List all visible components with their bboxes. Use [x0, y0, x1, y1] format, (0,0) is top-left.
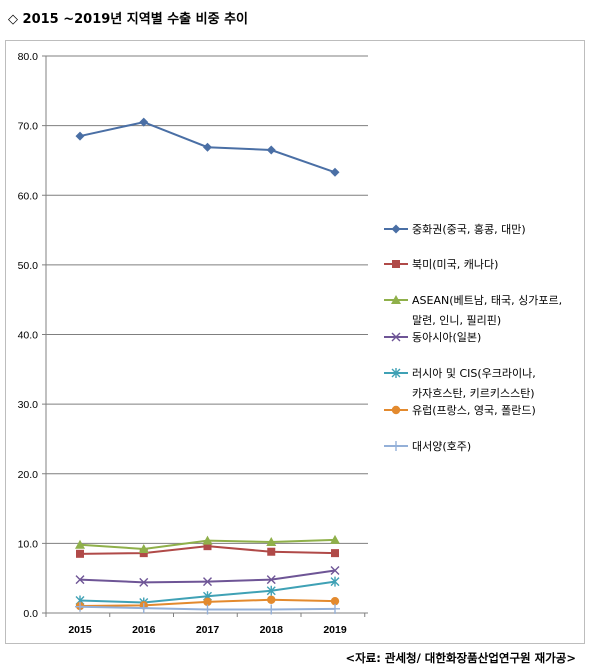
data-point	[203, 542, 212, 551]
x-tick-label: 2016	[132, 624, 156, 636]
data-point	[330, 596, 340, 606]
legend-marker	[391, 332, 401, 342]
legend-label: 대서양(호주)	[412, 440, 471, 453]
data-point	[331, 549, 339, 558]
legend-marker	[391, 441, 401, 451]
series-0	[75, 117, 340, 177]
legend-item: 유럽(프랑스, 영국, 폴란드)	[384, 403, 536, 417]
legend-label: 유럽(프랑스, 영국, 폴란드)	[412, 403, 536, 417]
series-1	[76, 542, 339, 558]
data-point	[266, 575, 276, 585]
series-6	[75, 601, 340, 615]
y-tick-label: 40.0	[18, 330, 39, 342]
legend-label: ASEAN(베트남, 태국, 싱가포르,	[412, 294, 562, 307]
x-tick-label: 2019	[323, 624, 347, 636]
legend-item: 북미(미국, 캐나다)	[384, 258, 498, 271]
data-point	[203, 597, 212, 607]
y-tick-label: 0.0	[23, 608, 38, 620]
data-point	[139, 117, 149, 127]
legend-marker	[392, 260, 400, 268]
data-point	[330, 167, 340, 177]
series-5	[75, 595, 340, 611]
data-point	[75, 131, 85, 141]
data-point	[75, 575, 85, 585]
y-tick-label: 10.0	[18, 538, 39, 550]
legend-label: 중화권(중국, 홍콩, 대만)	[412, 222, 526, 236]
series-2	[75, 534, 340, 553]
data-point	[75, 601, 85, 612]
data-point	[202, 535, 213, 545]
legend-item: 중화권(중국, 홍콩, 대만)	[384, 222, 526, 236]
y-tick-label: 30.0	[18, 399, 39, 411]
legend-label: 말련, 인니, 필리핀)	[412, 314, 501, 327]
legend-item: ASEAN(베트남, 태국, 싱가포르, 말련, 인니, 필리핀)	[384, 294, 562, 327]
data-point	[202, 604, 213, 615]
legend-marker	[391, 295, 401, 304]
legend-label: 북미(미국, 캐나다)	[412, 258, 498, 271]
source-note: <자료: 관세청/ 대한화장품산업연구원 재가공>	[345, 651, 576, 665]
y-tick-label: 80.0	[18, 51, 39, 63]
data-point	[266, 585, 276, 596]
x-tick-label: 2015	[68, 624, 92, 636]
data-point	[330, 603, 340, 614]
data-point	[76, 549, 84, 558]
data-point	[138, 543, 149, 553]
legend-marker	[391, 224, 401, 234]
data-point	[138, 603, 149, 614]
chart-frame	[5, 40, 585, 644]
x-tick-label: 2018	[260, 624, 284, 636]
data-point	[203, 142, 212, 152]
legend-marker	[391, 405, 401, 415]
y-tick-label: 20.0	[18, 469, 39, 481]
series-3	[75, 566, 340, 587]
data-point	[139, 577, 149, 587]
data-point	[267, 547, 276, 556]
data-point	[266, 536, 277, 546]
legend-marker	[391, 368, 401, 378]
data-point	[267, 595, 276, 604]
data-point	[203, 577, 212, 587]
data-point	[330, 566, 340, 576]
data-point	[330, 576, 340, 587]
legend-item: 대서양(호주)	[384, 440, 471, 453]
legend-item: 러시아 및 CIS(우크라이나, 카자흐스탄, 키르키스스탄)	[384, 367, 536, 400]
legend-label: 동아시아(일본)	[412, 330, 481, 344]
y-tick-label: 50.0	[18, 260, 39, 272]
legend-label: 카자흐스탄, 키르키스스탄)	[412, 387, 535, 400]
data-point	[266, 145, 276, 155]
data-point	[139, 549, 148, 558]
y-tick-label: 60.0	[18, 190, 39, 202]
data-point	[330, 534, 340, 544]
chart-title: ◇ 2015 ~2019년 지역별 수출 비중 추이	[8, 12, 249, 27]
x-tick-label: 2017	[196, 624, 220, 636]
data-point	[266, 604, 277, 615]
data-point	[75, 539, 85, 549]
y-tick-label: 70.0	[18, 121, 39, 133]
legend-label: 러시아 및 CIS(우크라이나,	[412, 367, 536, 380]
legend-item: 동아시아(일본)	[384, 330, 481, 344]
